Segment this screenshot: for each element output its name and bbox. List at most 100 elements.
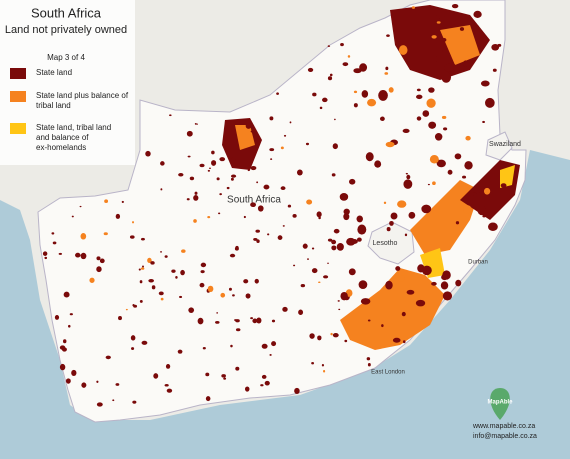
land-patch: [327, 76, 333, 81]
land-patch: [42, 251, 48, 256]
land-patch: [245, 122, 252, 129]
land-patch: [454, 153, 462, 160]
land-patch: [300, 284, 306, 288]
land-patch: [160, 188, 163, 191]
land-patch: [441, 274, 449, 281]
land-patch: [353, 90, 358, 94]
land-patch: [343, 208, 350, 215]
land-patch: [386, 227, 391, 232]
land-patch: [160, 161, 165, 166]
land-patch: [365, 152, 374, 162]
land-patch: [69, 313, 73, 316]
land-patch: [459, 27, 465, 31]
land-patch: [132, 221, 135, 224]
land-patch: [180, 269, 185, 276]
land-patch: [408, 211, 416, 219]
land-patch: [319, 106, 323, 110]
land-patch: [96, 380, 99, 384]
land-patch: [282, 306, 288, 312]
legend-label: State land: [36, 68, 72, 77]
orange-region: [340, 268, 445, 350]
land-patch: [186, 198, 190, 201]
land-patch: [431, 35, 437, 39]
land-patch: [465, 135, 471, 141]
land-patch: [405, 172, 408, 175]
land-patch: [306, 199, 313, 205]
land-patch: [356, 215, 363, 223]
email: info@mapable.co.za: [473, 433, 537, 440]
land-patch: [447, 169, 453, 175]
land-patch: [148, 279, 154, 283]
land-patch: [374, 160, 382, 168]
land-patch: [442, 49, 447, 53]
place-label: South Africa: [227, 195, 281, 206]
land-patch: [442, 291, 453, 301]
land-patch: [390, 212, 398, 220]
land-patch: [402, 340, 406, 344]
land-patch: [150, 261, 155, 265]
land-patch: [292, 213, 297, 218]
land-patch: [353, 68, 362, 74]
land-patch: [147, 257, 152, 263]
land-patch: [211, 160, 217, 166]
land-patch: [179, 295, 183, 299]
land-patch: [421, 265, 432, 276]
land-patch: [378, 89, 388, 101]
land-patch: [282, 225, 285, 227]
land-patch: [235, 366, 240, 371]
legend-panel: [0, 0, 135, 165]
land-patch: [385, 66, 389, 71]
land-patch: [44, 256, 48, 260]
land-patch: [99, 258, 105, 264]
logo-text: MapAble: [487, 400, 513, 406]
map-labels: South Africa Lesotho Swaziland Durban East L…: [227, 141, 521, 376]
land-patch: [416, 116, 422, 121]
land-patch: [138, 268, 141, 271]
land-patch: [317, 335, 322, 341]
land-patch: [235, 328, 241, 332]
land-patch: [164, 255, 168, 258]
land-patch: [463, 205, 472, 214]
land-patch: [404, 233, 408, 237]
land-patch: [473, 188, 481, 194]
land-patch: [125, 308, 128, 311]
land-patch: [435, 8, 446, 19]
land-patch: [316, 211, 322, 218]
land-patch: [199, 282, 205, 288]
land-patch: [250, 130, 254, 133]
land-patch: [321, 363, 325, 367]
land-patch: [406, 174, 411, 180]
land-patch: [168, 114, 172, 117]
land-patch: [331, 239, 337, 245]
land-patch: [269, 116, 274, 121]
land-patch: [464, 161, 473, 170]
land-patch: [199, 163, 205, 168]
legend-label: State land plus balance of tribal land: [36, 91, 129, 110]
lesotho-land: [367, 221, 415, 265]
land-patch: [71, 369, 77, 377]
land-patch: [229, 253, 236, 258]
land-patch: [271, 319, 276, 323]
land-patch: [491, 43, 500, 51]
legend: State land State land plus balance of trib…: [10, 68, 129, 152]
land-patch: [228, 287, 232, 291]
land-patch: [311, 247, 315, 250]
land-patch: [356, 237, 362, 242]
land-patch: [186, 130, 193, 137]
land-patch: [436, 21, 441, 24]
legend-swatch: [10, 123, 26, 134]
land-patch: [193, 219, 197, 223]
land-patch: [395, 266, 401, 271]
land-patch: [307, 258, 309, 260]
land-patch: [177, 349, 183, 354]
land-patch: [165, 364, 171, 369]
land-patch: [250, 165, 257, 171]
land-patch: [492, 68, 497, 72]
land-patch: [287, 204, 292, 208]
land-patch: [480, 80, 490, 87]
land-patch: [367, 363, 371, 367]
land-patch: [234, 246, 239, 251]
land-patch: [58, 252, 63, 255]
land-patch: [260, 384, 264, 387]
land-patch: [118, 316, 122, 321]
